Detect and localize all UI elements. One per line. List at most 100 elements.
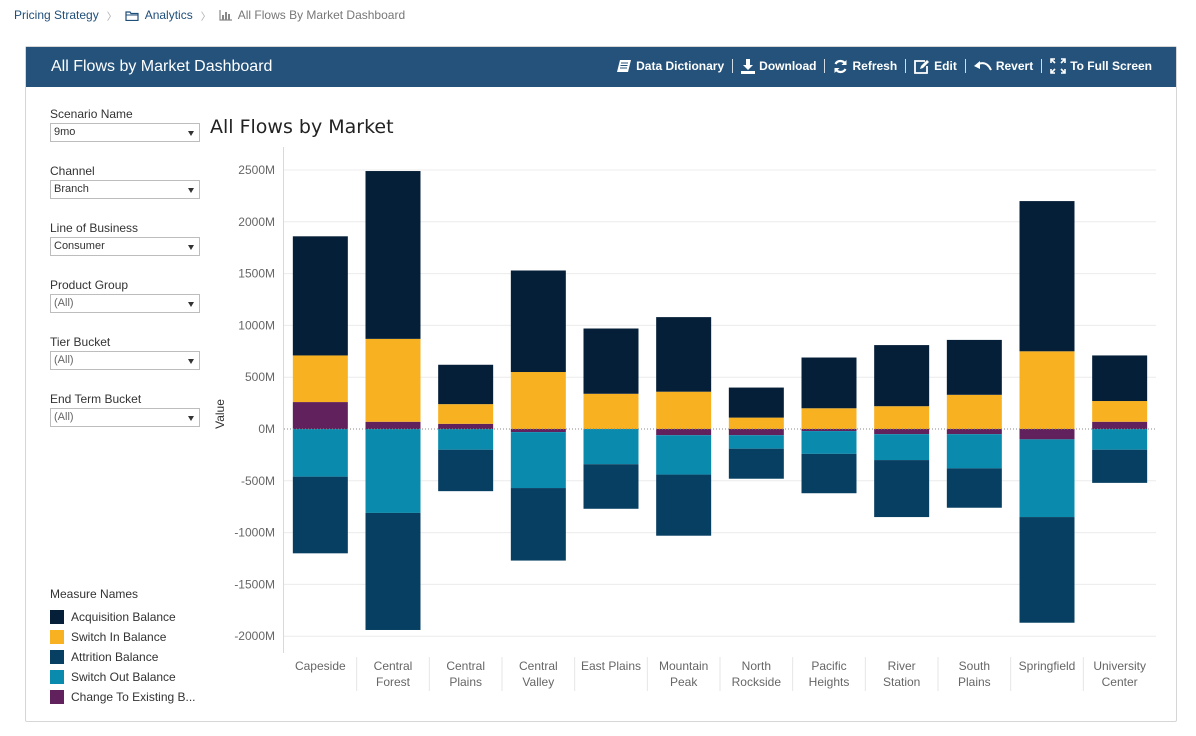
- filter-label-scenario-name: Scenario Name: [50, 107, 133, 121]
- bar-segment: [1019, 201, 1075, 352]
- bar-segment: [656, 474, 712, 536]
- toolbar-divider: [824, 59, 826, 73]
- x-tick-label: Central Plains: [446, 659, 485, 689]
- undo-icon: [973, 60, 992, 72]
- toolbar-divider: [964, 59, 966, 73]
- y-tick-label: -1000M: [234, 526, 275, 540]
- bar-segment: [946, 394, 1002, 429]
- x-tick-label: Central Forest: [374, 659, 413, 689]
- bar-segment: [365, 512, 421, 630]
- bar-segment: [801, 429, 857, 432]
- folder-icon: [125, 8, 139, 22]
- x-tick-label: Mountain Peak: [659, 659, 708, 689]
- download-icon: [741, 58, 756, 74]
- bar-segment: [292, 429, 348, 477]
- y-tick-label: -2000M: [234, 629, 275, 643]
- bar-segment: [510, 488, 566, 561]
- line-of-business-select[interactable]: Consumer: [50, 237, 200, 256]
- tier-bucket-select[interactable]: (All): [50, 351, 200, 370]
- legend-label: Switch In Balance: [71, 630, 167, 644]
- legend-item-attrition-balance[interactable]: Attrition Balance: [50, 647, 210, 667]
- breadcrumb-pricing-strategy[interactable]: Pricing Strategy: [14, 8, 99, 22]
- legend-label: Attrition Balance: [71, 650, 159, 664]
- bar-segment: [1019, 439, 1075, 518]
- revert-button[interactable]: Revert: [966, 59, 1041, 73]
- channel-select[interactable]: Branch: [50, 180, 200, 199]
- legend-item-switch-out-balance[interactable]: Switch Out Balance: [50, 667, 210, 687]
- legend-item-change-to-existing[interactable]: Change To Existing B...: [50, 687, 210, 707]
- bar-segment: [292, 402, 348, 429]
- x-tick-label: Springfield: [1019, 659, 1076, 673]
- bar-segment: [510, 270, 566, 373]
- x-tick-label: University Center: [1093, 659, 1146, 689]
- edit-label: Edit: [934, 59, 957, 73]
- bar-segment: [438, 429, 494, 450]
- bar-segment: [656, 435, 712, 475]
- bar-segment: [365, 421, 421, 429]
- bar-segment: [583, 328, 639, 394]
- legend-swatch: [50, 670, 64, 684]
- panel-header: All Flows by Market Dashboard Data Dicti…: [26, 47, 1176, 87]
- edit-button[interactable]: Edit: [906, 59, 965, 74]
- filter-panel: Scenario Name 9mo Channel Branch Line of…: [50, 107, 210, 449]
- bar-segment: [583, 429, 639, 465]
- bar-segment: [728, 435, 784, 449]
- refresh-label: Refresh: [852, 59, 898, 73]
- legend-swatch: [50, 650, 64, 664]
- x-tick-label: Pacific Heights: [809, 659, 850, 689]
- product-group-select[interactable]: (All): [50, 294, 200, 313]
- legend-label: Change To Existing B...: [71, 690, 196, 704]
- stacked-bar-chart: 2500M 2000M 1500M 1000M 500M 0M -500M -1000M -15…: [213, 147, 1156, 691]
- bar-segment: [1092, 421, 1148, 429]
- legend-label: Switch Out Balance: [71, 670, 176, 684]
- dashboard-panel: All Flows by Market Dashboard Data Dicti…: [25, 46, 1177, 722]
- download-button[interactable]: Download: [733, 58, 824, 74]
- refresh-button[interactable]: Refresh: [825, 59, 905, 74]
- scenario-name-select[interactable]: 9mo: [50, 123, 200, 142]
- chevron-down-icon: [188, 302, 194, 307]
- y-tick-label: 2500M: [238, 163, 275, 177]
- bar-segment: [874, 429, 930, 435]
- full-screen-button[interactable]: To Full Screen: [1042, 58, 1160, 74]
- toolbar: Data Dictionary Download Refresh Edit Re…: [608, 58, 1160, 74]
- scenario-name-value: 9mo: [54, 126, 76, 138]
- legend-swatch: [50, 690, 64, 704]
- bar-segment: [292, 236, 348, 356]
- legend-item-acquisition-balance[interactable]: Acquisition Balance: [50, 607, 210, 627]
- bar-segment: [874, 406, 930, 429]
- y-tick-label: 2000M: [238, 215, 275, 229]
- bar-segment: [946, 429, 1002, 435]
- y-axis-label: Value: [213, 399, 227, 429]
- bar-segment: [728, 417, 784, 429]
- bar-segment: [1092, 449, 1148, 483]
- bar-segment: [1019, 429, 1075, 440]
- legend-item-switch-in-balance[interactable]: Switch In Balance: [50, 627, 210, 647]
- bar-segment: [728, 387, 784, 418]
- bar-segment: [438, 449, 494, 492]
- bar-segment: [365, 171, 421, 339]
- breadcrumb-analytics[interactable]: Analytics: [144, 8, 193, 22]
- product-group-value: (All): [54, 297, 74, 309]
- bar-segment: [292, 476, 348, 554]
- edit-icon: [914, 59, 930, 74]
- bar-segment: [946, 468, 1002, 508]
- bar-segment: [656, 317, 712, 392]
- bar-segment: [438, 404, 494, 424]
- panel-title: All Flows by Market Dashboard: [51, 58, 273, 75]
- chart-title: All Flows by Market: [210, 116, 394, 138]
- bar-segment: [510, 372, 566, 429]
- bar-segment: [438, 364, 494, 405]
- y-tick-label: 500M: [245, 370, 275, 384]
- bar-segment: [365, 338, 421, 422]
- toolbar-divider: [732, 59, 734, 73]
- bar-segment: [728, 448, 784, 479]
- bar-segment: [946, 434, 1002, 469]
- bar-segment: [656, 429, 712, 436]
- bar-segment: [874, 345, 930, 407]
- bar-segment: [1019, 517, 1075, 623]
- chart-legend: Measure Names Acquisition Balance Switch…: [50, 587, 210, 707]
- end-term-bucket-select[interactable]: (All): [50, 408, 200, 427]
- data-dictionary-button[interactable]: Data Dictionary: [608, 59, 732, 73]
- bar-segment: [583, 393, 639, 429]
- breadcrumb: Pricing Strategy 〉 Analytics 〉 All Flows…: [14, 6, 405, 24]
